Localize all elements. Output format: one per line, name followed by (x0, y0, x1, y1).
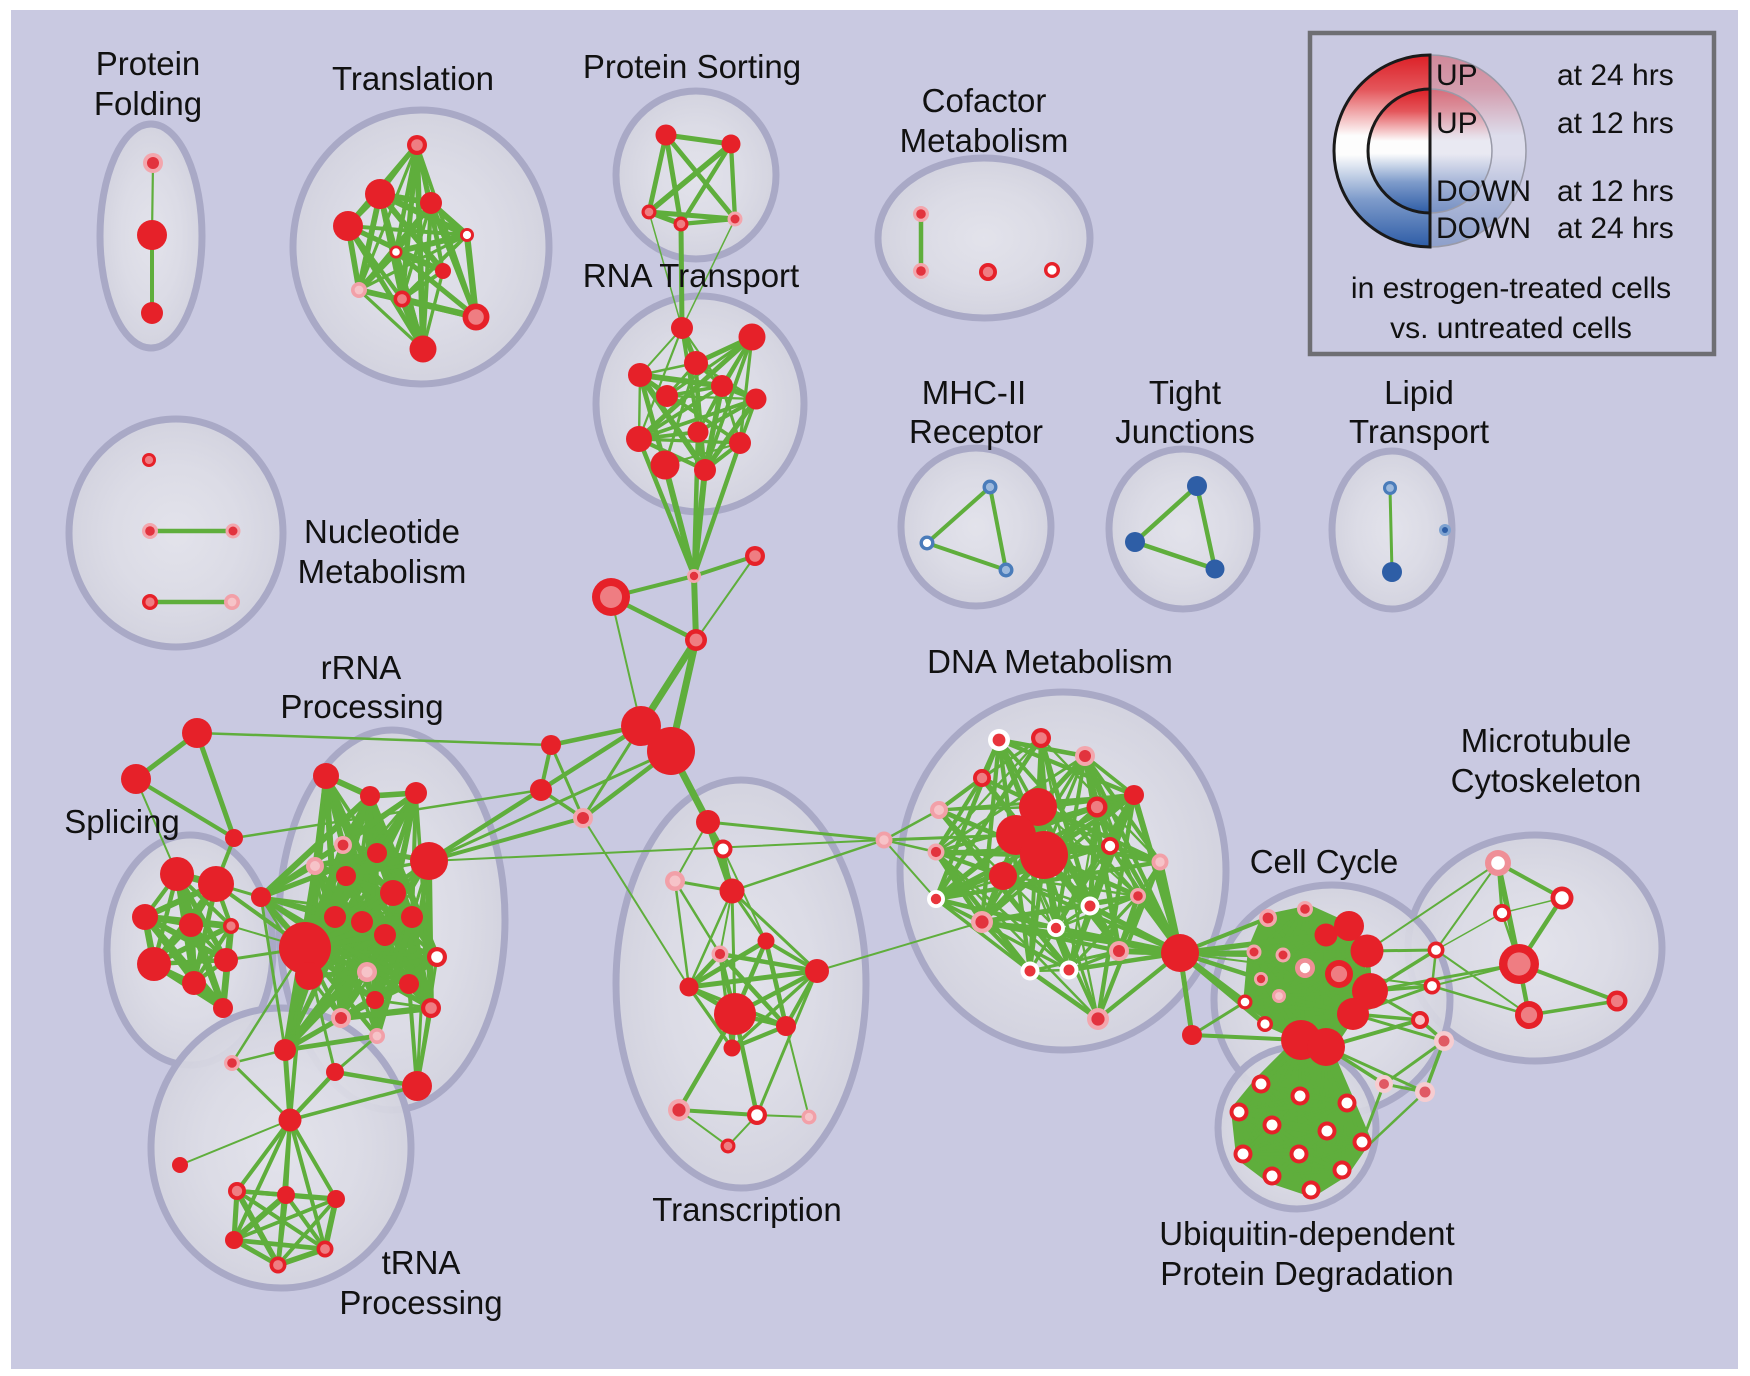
svg-text:Translation: Translation (332, 60, 494, 97)
svg-text:at 12 hrs: at 12 hrs (1557, 175, 1674, 208)
svg-text:at 12 hrs: at 12 hrs (1557, 107, 1674, 140)
svg-text:Cytoskeleton: Cytoskeleton (1451, 762, 1642, 799)
svg-text:UP: UP (1436, 59, 1478, 92)
svg-text:Protein: Protein (96, 45, 201, 82)
svg-text:DOWN: DOWN (1436, 212, 1531, 245)
svg-text:Lipid: Lipid (1384, 374, 1454, 411)
svg-text:Microtubule: Microtubule (1461, 722, 1632, 759)
svg-text:DOWN: DOWN (1436, 175, 1531, 208)
svg-text:Protein Sorting: Protein Sorting (583, 48, 801, 85)
svg-text:Metabolism: Metabolism (900, 122, 1069, 159)
svg-text:at 24 hrs: at 24 hrs (1557, 212, 1674, 245)
svg-text:RNA Transport: RNA Transport (583, 257, 799, 294)
svg-text:in estrogen-treated cells: in estrogen-treated cells (1351, 272, 1671, 305)
svg-text:at 24 hrs: at 24 hrs (1557, 59, 1674, 92)
svg-text:Junctions: Junctions (1115, 413, 1254, 450)
svg-text:Transcription: Transcription (652, 1191, 842, 1228)
svg-text:Ubiquitin-dependent: Ubiquitin-dependent (1159, 1215, 1454, 1252)
svg-text:Cofactor: Cofactor (922, 82, 1047, 119)
svg-text:Splicing: Splicing (64, 803, 180, 840)
svg-text:Folding: Folding (94, 85, 202, 122)
svg-text:Transport: Transport (1349, 413, 1489, 450)
svg-text:Tight: Tight (1149, 374, 1221, 411)
svg-text:Processing: Processing (280, 688, 443, 725)
svg-text:Nucleotide: Nucleotide (304, 513, 460, 550)
svg-text:Receptor: Receptor (909, 413, 1043, 450)
svg-text:Protein Degradation: Protein Degradation (1160, 1255, 1454, 1292)
svg-text:vs. untreated cells: vs. untreated cells (1390, 312, 1632, 345)
svg-text:Metabolism: Metabolism (298, 553, 467, 590)
svg-text:UP: UP (1436, 107, 1478, 140)
svg-text:rRNA: rRNA (321, 649, 402, 686)
svg-text:DNA Metabolism: DNA Metabolism (927, 643, 1173, 680)
svg-text:tRNA: tRNA (382, 1244, 461, 1281)
svg-text:MHC-II: MHC-II (922, 374, 1026, 411)
svg-text:Cell Cycle: Cell Cycle (1250, 843, 1399, 880)
svg-text:Processing: Processing (339, 1284, 502, 1321)
